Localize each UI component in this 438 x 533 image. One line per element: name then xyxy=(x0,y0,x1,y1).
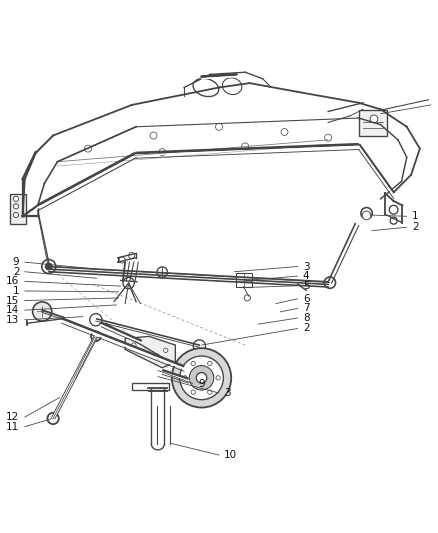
Text: 5: 5 xyxy=(303,281,310,290)
Circle shape xyxy=(208,390,212,394)
Circle shape xyxy=(362,211,371,220)
FancyBboxPatch shape xyxy=(11,194,25,224)
Circle shape xyxy=(325,134,332,141)
Text: 10: 10 xyxy=(224,450,237,460)
Circle shape xyxy=(13,204,18,209)
Text: 6: 6 xyxy=(303,294,310,304)
Circle shape xyxy=(90,313,102,326)
Text: 13: 13 xyxy=(6,315,19,325)
Text: 4: 4 xyxy=(303,271,310,281)
Circle shape xyxy=(13,196,18,201)
Text: 1: 1 xyxy=(13,286,19,296)
Circle shape xyxy=(196,373,207,383)
Circle shape xyxy=(132,343,136,348)
Circle shape xyxy=(157,267,167,277)
Circle shape xyxy=(13,212,18,217)
Circle shape xyxy=(189,366,214,390)
Circle shape xyxy=(191,390,195,394)
Text: 2: 2 xyxy=(412,222,419,232)
Circle shape xyxy=(47,413,59,424)
Circle shape xyxy=(370,115,378,123)
Text: 9: 9 xyxy=(198,378,205,389)
Circle shape xyxy=(244,295,251,301)
Circle shape xyxy=(123,277,134,289)
Circle shape xyxy=(159,149,166,156)
Circle shape xyxy=(191,361,195,366)
Circle shape xyxy=(361,207,372,219)
Circle shape xyxy=(390,217,397,224)
Circle shape xyxy=(155,354,159,358)
Text: 3: 3 xyxy=(224,388,231,398)
Circle shape xyxy=(208,361,212,366)
Text: 1: 1 xyxy=(412,211,419,221)
Circle shape xyxy=(389,205,398,214)
Circle shape xyxy=(163,348,168,352)
Text: 11: 11 xyxy=(6,422,19,432)
Circle shape xyxy=(129,253,135,259)
Circle shape xyxy=(119,257,125,263)
Circle shape xyxy=(216,376,220,380)
Circle shape xyxy=(42,260,56,273)
Text: 2: 2 xyxy=(303,324,310,334)
Circle shape xyxy=(162,384,167,389)
Circle shape xyxy=(91,332,101,341)
Text: 15: 15 xyxy=(6,296,19,305)
FancyBboxPatch shape xyxy=(132,383,169,391)
Circle shape xyxy=(215,123,223,130)
FancyBboxPatch shape xyxy=(236,273,252,287)
Polygon shape xyxy=(125,336,175,368)
Circle shape xyxy=(180,356,223,400)
Circle shape xyxy=(183,376,187,380)
Text: 16: 16 xyxy=(6,276,19,286)
Text: 2: 2 xyxy=(13,266,19,277)
Text: 12: 12 xyxy=(6,412,19,422)
Text: 7: 7 xyxy=(303,303,310,313)
Circle shape xyxy=(193,340,205,352)
FancyBboxPatch shape xyxy=(359,110,387,135)
Circle shape xyxy=(85,145,92,152)
Circle shape xyxy=(149,384,154,389)
Circle shape xyxy=(150,132,157,139)
Circle shape xyxy=(324,277,336,288)
Text: 8: 8 xyxy=(303,313,310,323)
Circle shape xyxy=(281,128,288,135)
Circle shape xyxy=(32,302,52,321)
Text: 3: 3 xyxy=(303,262,310,271)
Circle shape xyxy=(45,263,52,270)
Circle shape xyxy=(242,143,249,150)
Text: 9: 9 xyxy=(13,257,19,267)
Circle shape xyxy=(172,348,231,408)
Text: 14: 14 xyxy=(6,305,19,315)
